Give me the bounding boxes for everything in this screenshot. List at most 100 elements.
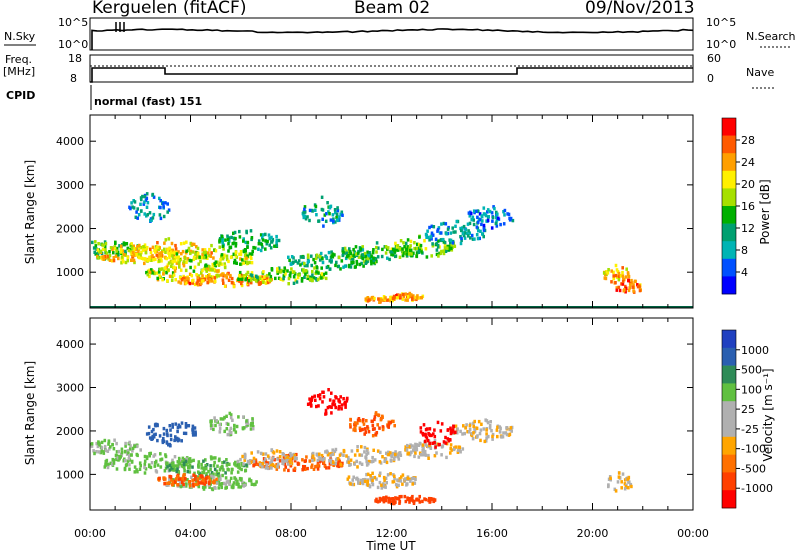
heatmap-cell	[239, 250, 243, 254]
heatmap-cell	[330, 405, 333, 409]
heatmap-cell	[430, 433, 433, 438]
heatmap-cell	[365, 419, 368, 423]
heatmap-cell	[311, 454, 315, 458]
heatmap-cell	[239, 252, 243, 257]
heatmap-cell	[324, 271, 328, 275]
heatmap-cell	[221, 461, 224, 465]
heatmap-cell	[201, 253, 204, 257]
heatmap-cell	[424, 497, 428, 502]
heatmap-cell	[413, 445, 416, 450]
colorbar-tick-label: 16	[741, 200, 755, 213]
heatmap-cell	[343, 264, 347, 268]
heatmap-cell	[221, 278, 225, 282]
heatmap-cell	[359, 428, 362, 433]
heatmap-cell	[436, 442, 439, 446]
heatmap-cell	[209, 267, 212, 272]
heatmap-cell	[257, 242, 261, 246]
heatmap-cell	[296, 462, 300, 466]
heatmap-cell	[405, 448, 409, 452]
heatmap-cell	[621, 274, 625, 278]
heatmap-cell	[342, 397, 345, 401]
heatmap-cell	[245, 256, 248, 260]
heatmap-cell	[249, 423, 253, 427]
heatmap-cell	[319, 251, 323, 256]
heatmap-cell	[410, 295, 414, 299]
heatmap-cell	[145, 456, 149, 461]
heatmap-cell	[394, 482, 398, 487]
heatmap-cell	[331, 448, 334, 452]
heatmap-cell	[378, 480, 382, 485]
nsky-label: N.Sky	[4, 30, 36, 43]
heatmap-cell	[433, 428, 436, 432]
heatmap-cell	[470, 233, 474, 238]
heatmap-cell	[602, 271, 606, 275]
heatmap-cell	[267, 466, 270, 471]
freq-tick-bottom: 8	[70, 72, 77, 85]
heatmap-cell	[624, 290, 627, 294]
heatmap-cell	[222, 274, 225, 278]
heatmap-cell	[227, 468, 230, 472]
heatmap-cell	[111, 462, 114, 466]
heatmap-cell	[422, 433, 425, 437]
heatmap-cell	[366, 296, 370, 300]
heatmap-cell	[204, 480, 208, 484]
heatmap-cell	[302, 270, 306, 274]
heatmap-cell	[150, 461, 154, 465]
heatmap-cell	[153, 271, 156, 276]
heatmap-cell	[314, 464, 318, 469]
heatmap-cell	[390, 419, 394, 424]
heatmap-cell	[130, 453, 133, 457]
heatmap-cell	[188, 457, 192, 461]
heatmap-cell	[132, 244, 135, 248]
heatmap-cell	[252, 459, 256, 464]
heatmap-cell	[354, 428, 357, 433]
heatmap-cell	[120, 255, 124, 259]
heatmap-cell	[230, 485, 234, 489]
heatmap-cell	[137, 252, 140, 257]
heatmap-cell	[224, 238, 227, 242]
heatmap-cell	[423, 449, 427, 454]
heatmap-cell	[625, 267, 628, 271]
heatmap-cell	[412, 476, 416, 480]
heatmap-cell	[201, 477, 205, 482]
heatmap-cell	[240, 277, 244, 281]
heatmap-cell	[215, 477, 218, 481]
heatmap-cell	[213, 481, 216, 485]
heatmap-cell	[471, 237, 475, 241]
nave-tick-bottom: 0	[707, 72, 714, 85]
heatmap-cell	[372, 260, 376, 265]
heatmap-cell	[244, 252, 248, 256]
heatmap-cell	[93, 451, 96, 456]
heatmap-cell	[296, 275, 300, 280]
heatmap-cell	[511, 218, 515, 223]
heatmap-cell	[205, 463, 209, 467]
heatmap-cell	[332, 399, 335, 403]
heatmap-cell	[473, 237, 476, 241]
heatmap-cell	[97, 450, 101, 454]
heatmap-cell	[393, 501, 396, 506]
heatmap-cell	[501, 435, 505, 439]
colorbar-tick-label: -1000	[741, 482, 773, 495]
heatmap-cell	[337, 398, 340, 402]
heatmap-cell	[221, 473, 224, 478]
heatmap-cell	[505, 426, 508, 430]
heatmap-cell	[143, 465, 146, 470]
heatmap-cell	[146, 201, 150, 205]
heatmap-cell	[169, 433, 173, 438]
heatmap-cell	[616, 480, 620, 484]
heatmap-cell	[290, 255, 294, 259]
heatmap-cell	[495, 215, 498, 220]
heatmap-cell	[628, 480, 631, 484]
heatmap-cell	[210, 243, 213, 248]
heatmap-cell	[341, 247, 345, 251]
heatmap-cell	[108, 253, 112, 258]
heatmap-cell	[261, 233, 265, 237]
heatmap-cell	[377, 246, 380, 250]
heatmap-cell	[477, 419, 481, 424]
heatmap-cell	[339, 395, 342, 399]
heatmap-cell	[249, 281, 253, 285]
heatmap-cell	[435, 252, 439, 257]
heatmap-cell	[284, 465, 287, 469]
heatmap-cell	[470, 217, 473, 222]
heatmap-cell	[151, 192, 155, 197]
